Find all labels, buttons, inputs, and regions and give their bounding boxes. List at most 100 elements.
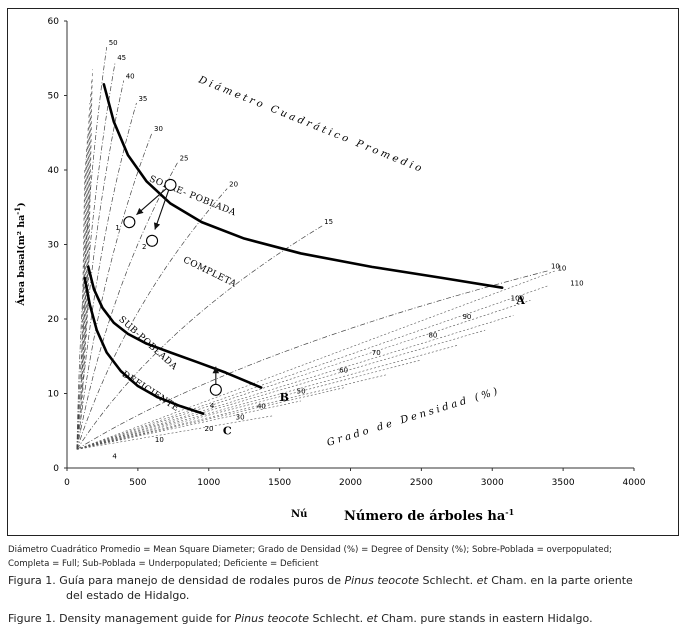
legend-note: Diámetro Cuadrático Promedio = Mean Squa… [8, 543, 680, 571]
density-line [76, 329, 486, 450]
x-axis-label-prefix: Nú [291, 509, 307, 520]
diameter-hatch [81, 158, 86, 418]
y-tick-label: 30 [48, 241, 60, 251]
caption-text: Schlecht. [419, 574, 477, 587]
density-label: 110 [570, 279, 583, 287]
caption-text: Figure 1. Density management guide for [8, 612, 235, 625]
y-axis-label: Área basal(m² ha-1) [13, 202, 27, 306]
diameter-label: 35 [138, 95, 147, 103]
caption-english: Figure 1. Density management guide for P… [8, 611, 680, 626]
diameter-hatch [86, 91, 91, 337]
diameter-hatch [85, 102, 91, 351]
density-axis-title: Grado de Densidad (%) [326, 385, 502, 448]
diameter-label: 15 [324, 218, 333, 226]
zone-label: SUB-POBLADA [116, 315, 179, 373]
curve-label: B [280, 391, 289, 404]
diameter-hatch [87, 69, 93, 311]
caption-text: Schlecht. [308, 612, 367, 625]
diameter-line [76, 188, 228, 450]
curve-a [102, 83, 504, 290]
diameter-label: 50 [109, 39, 118, 47]
diameter-line [76, 47, 108, 450]
arrow [136, 184, 171, 216]
diameter-hatch [80, 169, 86, 431]
curve-label: A [515, 294, 525, 307]
legend-note-line: Diámetro Cuadrático Promedio = Mean Squa… [8, 545, 612, 555]
caption-text: Cham. pure stands in eastern Hidalgo. [377, 612, 593, 625]
figure-frame: 0 500 1000 1500 2000 2500 3000 3500 4000 0 10 20 30 4… [7, 8, 679, 536]
diameter-label: 20 [229, 181, 238, 189]
density-line [76, 300, 531, 450]
diameter-label: 30 [154, 125, 163, 133]
x-tick-label: 3000 [481, 478, 504, 488]
point-label: 2 [142, 243, 146, 251]
density-label: 70 [372, 349, 381, 357]
zone-label: DEFICIENTE [120, 370, 181, 414]
y-tick-label: 10 [48, 390, 60, 400]
y-tick-label: 60 [48, 17, 60, 27]
density-line [76, 344, 459, 450]
curve-c [83, 276, 205, 415]
diameter-line [76, 80, 125, 450]
density-line [76, 285, 550, 450]
density-label: 4 [112, 452, 117, 460]
curve-b [86, 265, 263, 389]
data-point [146, 234, 159, 247]
density-label: 60 [339, 367, 348, 375]
x-tick-label: 500 [129, 478, 146, 488]
caption-text: Cham. en la parte oriente [487, 574, 633, 587]
density-label: 80 [428, 332, 437, 340]
x-tick-label: 2500 [410, 478, 433, 488]
data-point [164, 178, 177, 191]
density-line [76, 374, 387, 450]
data-point [209, 383, 222, 396]
density-label: 10 [155, 436, 164, 444]
x-axis-label: Número de árboles ha-1 [344, 507, 514, 524]
caption-english-line1: Figure 1. Density management guide for P… [8, 611, 680, 626]
y-tick-label: 50 [48, 92, 60, 102]
zone-label: COMPLETA [181, 255, 238, 289]
diameter-label: 25 [180, 155, 189, 163]
x-tick-label: 1500 [268, 478, 291, 488]
diameter-hatch [81, 147, 87, 404]
density-label: 90 [462, 313, 471, 321]
density-label: 100 [511, 294, 524, 302]
caption-et: et [476, 574, 488, 587]
y-tick-label: 20 [48, 315, 60, 325]
diameter-axis-title: Diámetro Cuadrático Promedio [196, 74, 426, 175]
species-name: Pinus teocote [344, 574, 419, 587]
species-name: Pinus teocote [234, 612, 309, 625]
legend-note-line: Completa = Full; Sub-Poblada = Underpopu… [8, 559, 319, 569]
x-tick-label: 1000 [197, 478, 220, 488]
arrow [153, 184, 171, 230]
data-point [123, 216, 136, 229]
diameter-label: 40 [126, 73, 135, 81]
point-label: 1 [115, 224, 119, 232]
density-line [76, 387, 345, 450]
y-tick-label: 40 [48, 166, 60, 176]
diameter-line [76, 162, 178, 450]
density-label: 10 [557, 265, 566, 273]
diameter-line [76, 270, 550, 450]
diameter-label: 45 [117, 54, 126, 62]
density-line [76, 359, 422, 450]
diameter-hatch [86, 80, 92, 324]
y-tick-label: 0 [53, 464, 59, 474]
diameter-line [76, 61, 116, 450]
density-label: 50 [297, 388, 306, 396]
diameter-line [76, 102, 137, 450]
x-tick-label: 3500 [552, 478, 575, 488]
caption-text: Figura 1. Guía para manejo de densidad d… [8, 574, 345, 587]
caption-spanish-line1: Figura 1. Guía para manejo de densidad d… [8, 573, 680, 588]
caption-spanish: Figura 1. Guía para manejo de densidad d… [8, 573, 680, 603]
point-label: 4 [210, 402, 215, 410]
x-tick-label: 0 [64, 478, 70, 488]
curve-label: C [223, 424, 232, 437]
density-line [76, 270, 557, 450]
diameter-line [76, 225, 323, 450]
density-line [76, 415, 273, 450]
density-label: 20 [204, 425, 213, 433]
x-tick-label: 2000 [339, 478, 362, 488]
caption-spanish-line2: del estado de Hidalgo. [66, 589, 190, 602]
x-tick-label: 4000 [623, 478, 646, 488]
